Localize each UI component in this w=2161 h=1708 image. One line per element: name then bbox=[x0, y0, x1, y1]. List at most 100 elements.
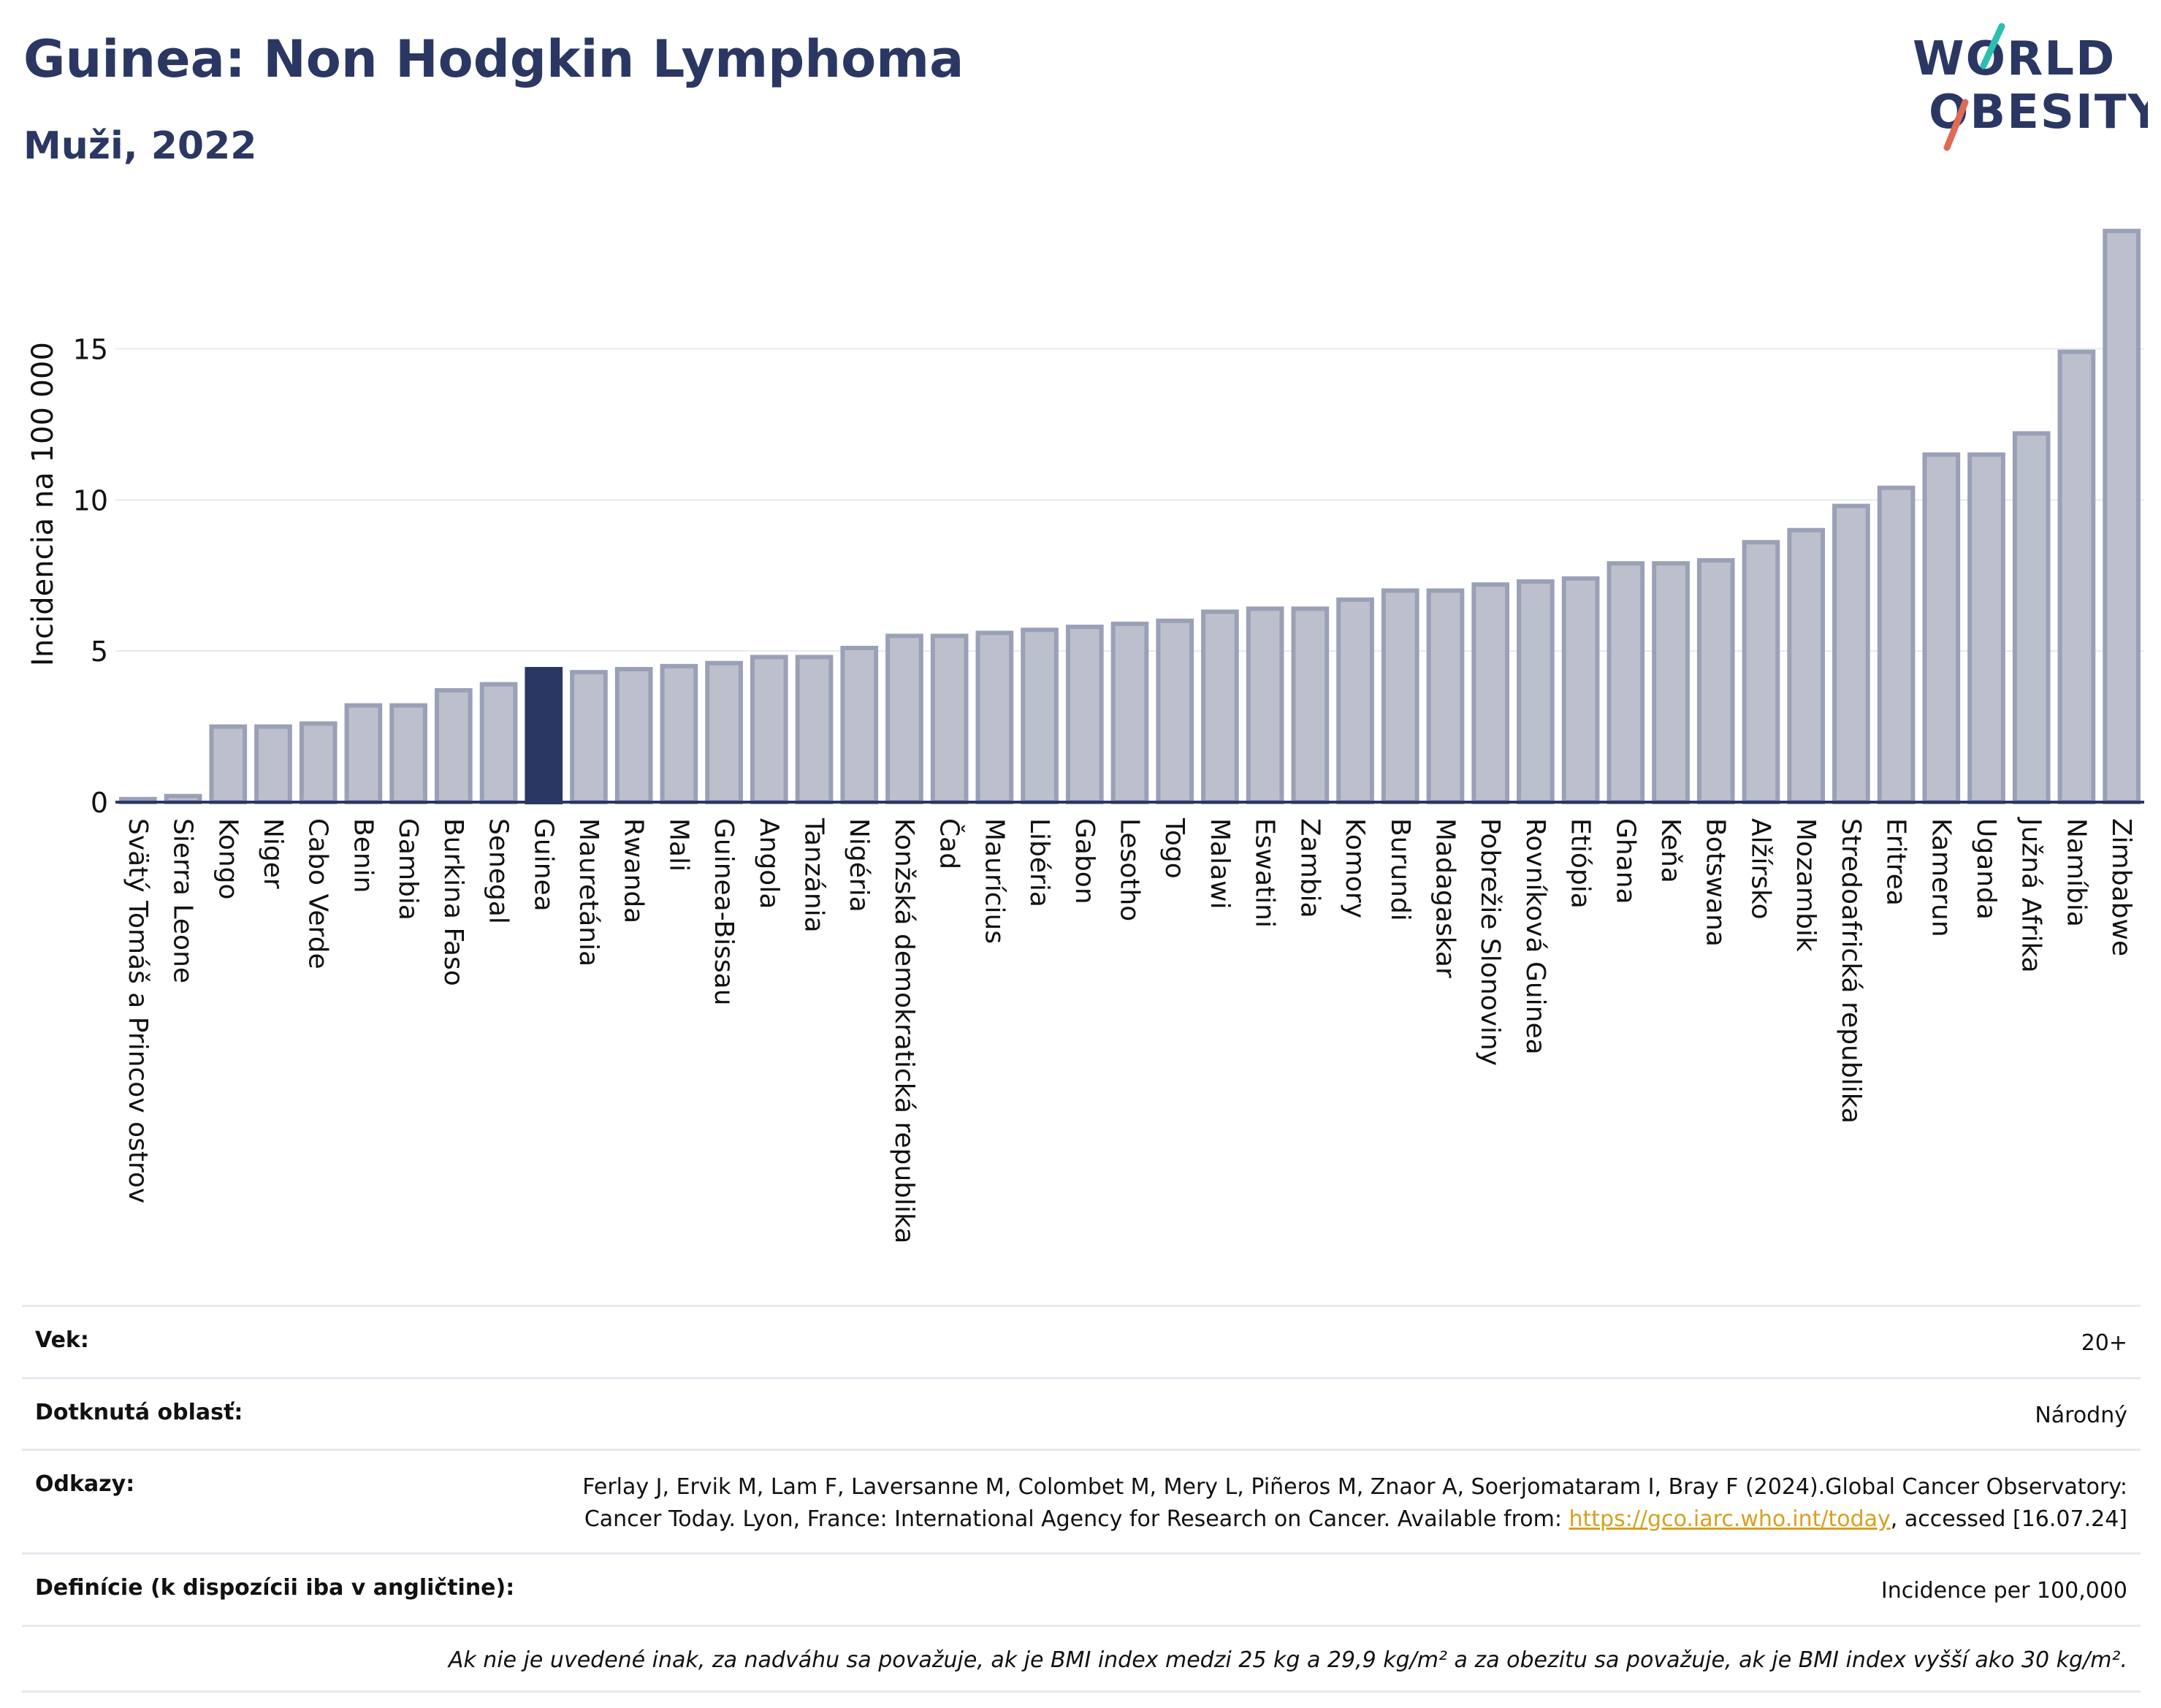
x-tick-label: Zimbabwe bbox=[2106, 818, 2136, 956]
y-tick-label: 5 bbox=[91, 636, 108, 668]
x-tick-label: Malawi bbox=[1205, 818, 1235, 910]
logo-line1: WORLD bbox=[1913, 32, 2116, 86]
bar bbox=[885, 633, 923, 805]
bar-chart: 0 5 10 15 Svätý Tomáš a Princov ostrov Sierr… bbox=[26, 229, 2144, 1243]
x-tick-label: Rovníková Guinea bbox=[1520, 818, 1550, 1055]
x-tick-label: Cabo Verde bbox=[303, 818, 333, 969]
x-tick-label: Burundi bbox=[1385, 818, 1415, 921]
bar bbox=[1517, 579, 1555, 804]
y-tick-label: 10 bbox=[73, 484, 108, 516]
age-label: Vek: bbox=[35, 1327, 89, 1353]
x-tick-label: Gambia bbox=[393, 818, 423, 920]
bar bbox=[479, 682, 518, 804]
bar bbox=[1336, 597, 1374, 805]
x-tick-label: Guinea-Bissau bbox=[709, 818, 739, 1006]
bar bbox=[525, 666, 563, 804]
y-axis-label: Incidencia na 100 000 bbox=[26, 342, 60, 666]
x-tick-label: Mauretánia bbox=[573, 818, 603, 967]
x-tick-label: Namíbia bbox=[2061, 818, 2091, 927]
chart-title: Guinea: Non Hodgkin Lymphoma bbox=[23, 29, 964, 89]
references-text: Ferlay J, Ervik M, Lam F, Laversanne M, … bbox=[582, 1474, 2127, 1532]
bar bbox=[1156, 618, 1194, 805]
x-tick-label: Stredoafrická republika bbox=[1836, 818, 1866, 1124]
chart-subtitle: Muži, 2022 bbox=[23, 124, 257, 168]
x-tick-label: Mozambik bbox=[1791, 818, 1821, 952]
x-tick-label: Kongo bbox=[213, 818, 243, 900]
meta-row-age: Vek: 20+ bbox=[22, 1305, 2141, 1377]
bar bbox=[614, 666, 653, 804]
bar bbox=[840, 646, 879, 804]
x-tick-label: Angola bbox=[754, 818, 784, 909]
x-tick-label: Pobrežie Slonoviny bbox=[1475, 818, 1505, 1066]
x-tick-label: Maurícius bbox=[979, 818, 1009, 944]
bar bbox=[209, 724, 248, 804]
x-tick-label: Libéria bbox=[1024, 818, 1054, 907]
bar bbox=[1787, 527, 1825, 804]
bar bbox=[1021, 628, 1059, 805]
x-axis-ticks: Svätý Tomáš a Princov ostrov Sierra Leone… bbox=[123, 817, 2136, 1243]
bmi-note: Ak nie je uvedené inak, za nadváhu sa po… bbox=[448, 1647, 2127, 1673]
reference-link[interactable]: https://gco.iarc.who.int/today bbox=[1569, 1506, 1891, 1532]
logo-line2: OBESITY bbox=[1929, 85, 2148, 140]
x-tick-label: Eswatini bbox=[1250, 818, 1280, 928]
bar bbox=[1110, 621, 1149, 805]
x-tick-label: Lesotho bbox=[1115, 818, 1145, 921]
world-obesity-logo: WORLD OBESITY bbox=[1913, 23, 2148, 151]
y-tick-label: 15 bbox=[73, 333, 108, 365]
definitions-value: Incidence per 100,000 bbox=[1880, 1578, 2127, 1604]
x-tick-label: Burkina Faso bbox=[438, 818, 468, 986]
bar bbox=[705, 660, 743, 804]
x-tick-label: Botswana bbox=[1701, 818, 1731, 947]
bar bbox=[1561, 576, 1600, 804]
bar bbox=[795, 655, 834, 804]
area-value: Národný bbox=[2035, 1402, 2127, 1428]
x-tick-label: Senegal bbox=[484, 818, 514, 924]
definitions-label: Definície (k dispozícii iba v angličtine… bbox=[35, 1575, 515, 1601]
x-tick-label: Togo bbox=[1159, 817, 1189, 879]
area-label: Dotknutá oblasť: bbox=[35, 1399, 243, 1425]
x-tick-label: Čad bbox=[934, 818, 965, 869]
x-tick-label: Gabon bbox=[1070, 818, 1099, 904]
x-tick-label: Ghana bbox=[1610, 818, 1640, 904]
x-tick-label: Etiópia bbox=[1566, 818, 1596, 909]
bar bbox=[975, 630, 1014, 805]
x-tick-label: Rwanda bbox=[619, 818, 649, 923]
bar bbox=[1471, 582, 1510, 804]
x-tick-label: Benin bbox=[348, 818, 378, 893]
x-tick-label: Komory bbox=[1340, 818, 1370, 918]
bar bbox=[1381, 588, 1419, 805]
y-tick-label: 0 bbox=[91, 787, 108, 819]
x-tick-label: Konžská demokratická republika bbox=[889, 818, 919, 1243]
x-tick-label: Sierra Leone bbox=[168, 818, 198, 983]
bar bbox=[1742, 540, 1780, 804]
bar bbox=[299, 721, 338, 804]
references-label: Odkazy: bbox=[35, 1471, 135, 1497]
bar bbox=[254, 724, 292, 804]
meta-row-area: Dotknutá oblasť: Národný bbox=[22, 1376, 2141, 1449]
bar bbox=[389, 703, 427, 804]
x-tick-label: Svätý Tomáš a Princov ostrov bbox=[123, 818, 153, 1203]
bar bbox=[1201, 609, 1239, 805]
x-tick-label: Nigéria bbox=[844, 818, 874, 912]
bar bbox=[2012, 431, 2051, 804]
x-tick-label: Uganda bbox=[1971, 818, 2001, 920]
x-tick-label: Južná Afrika bbox=[2016, 817, 2046, 973]
bar bbox=[1877, 485, 1916, 804]
bar bbox=[1832, 503, 1870, 804]
meta-row-note: Ak nie je uvedené inak, za nadváhu sa po… bbox=[22, 1624, 2141, 1693]
bar bbox=[1652, 561, 1690, 804]
age-value: 20+ bbox=[2081, 1330, 2127, 1356]
bar bbox=[750, 655, 788, 804]
bar bbox=[1696, 558, 1735, 804]
bars bbox=[119, 229, 2141, 805]
bar bbox=[1246, 606, 1284, 805]
bar bbox=[1607, 561, 1645, 804]
references-accessed: , accessed [16.07.24] bbox=[1890, 1506, 2127, 1532]
x-tick-label: Niger bbox=[258, 818, 288, 889]
x-tick-label: Alžírsko bbox=[1745, 818, 1775, 920]
x-tick-label: Kamerun bbox=[1926, 818, 1956, 937]
info-table: Vek: 20+ Dotknutá oblasť: Národný Odkazy… bbox=[22, 1305, 2141, 1693]
meta-row-definitions: Definície (k dispozícii iba v angličtine… bbox=[22, 1552, 2141, 1625]
y-axis-ticks: 0 5 10 15 bbox=[73, 333, 108, 819]
bar bbox=[1967, 452, 2005, 804]
